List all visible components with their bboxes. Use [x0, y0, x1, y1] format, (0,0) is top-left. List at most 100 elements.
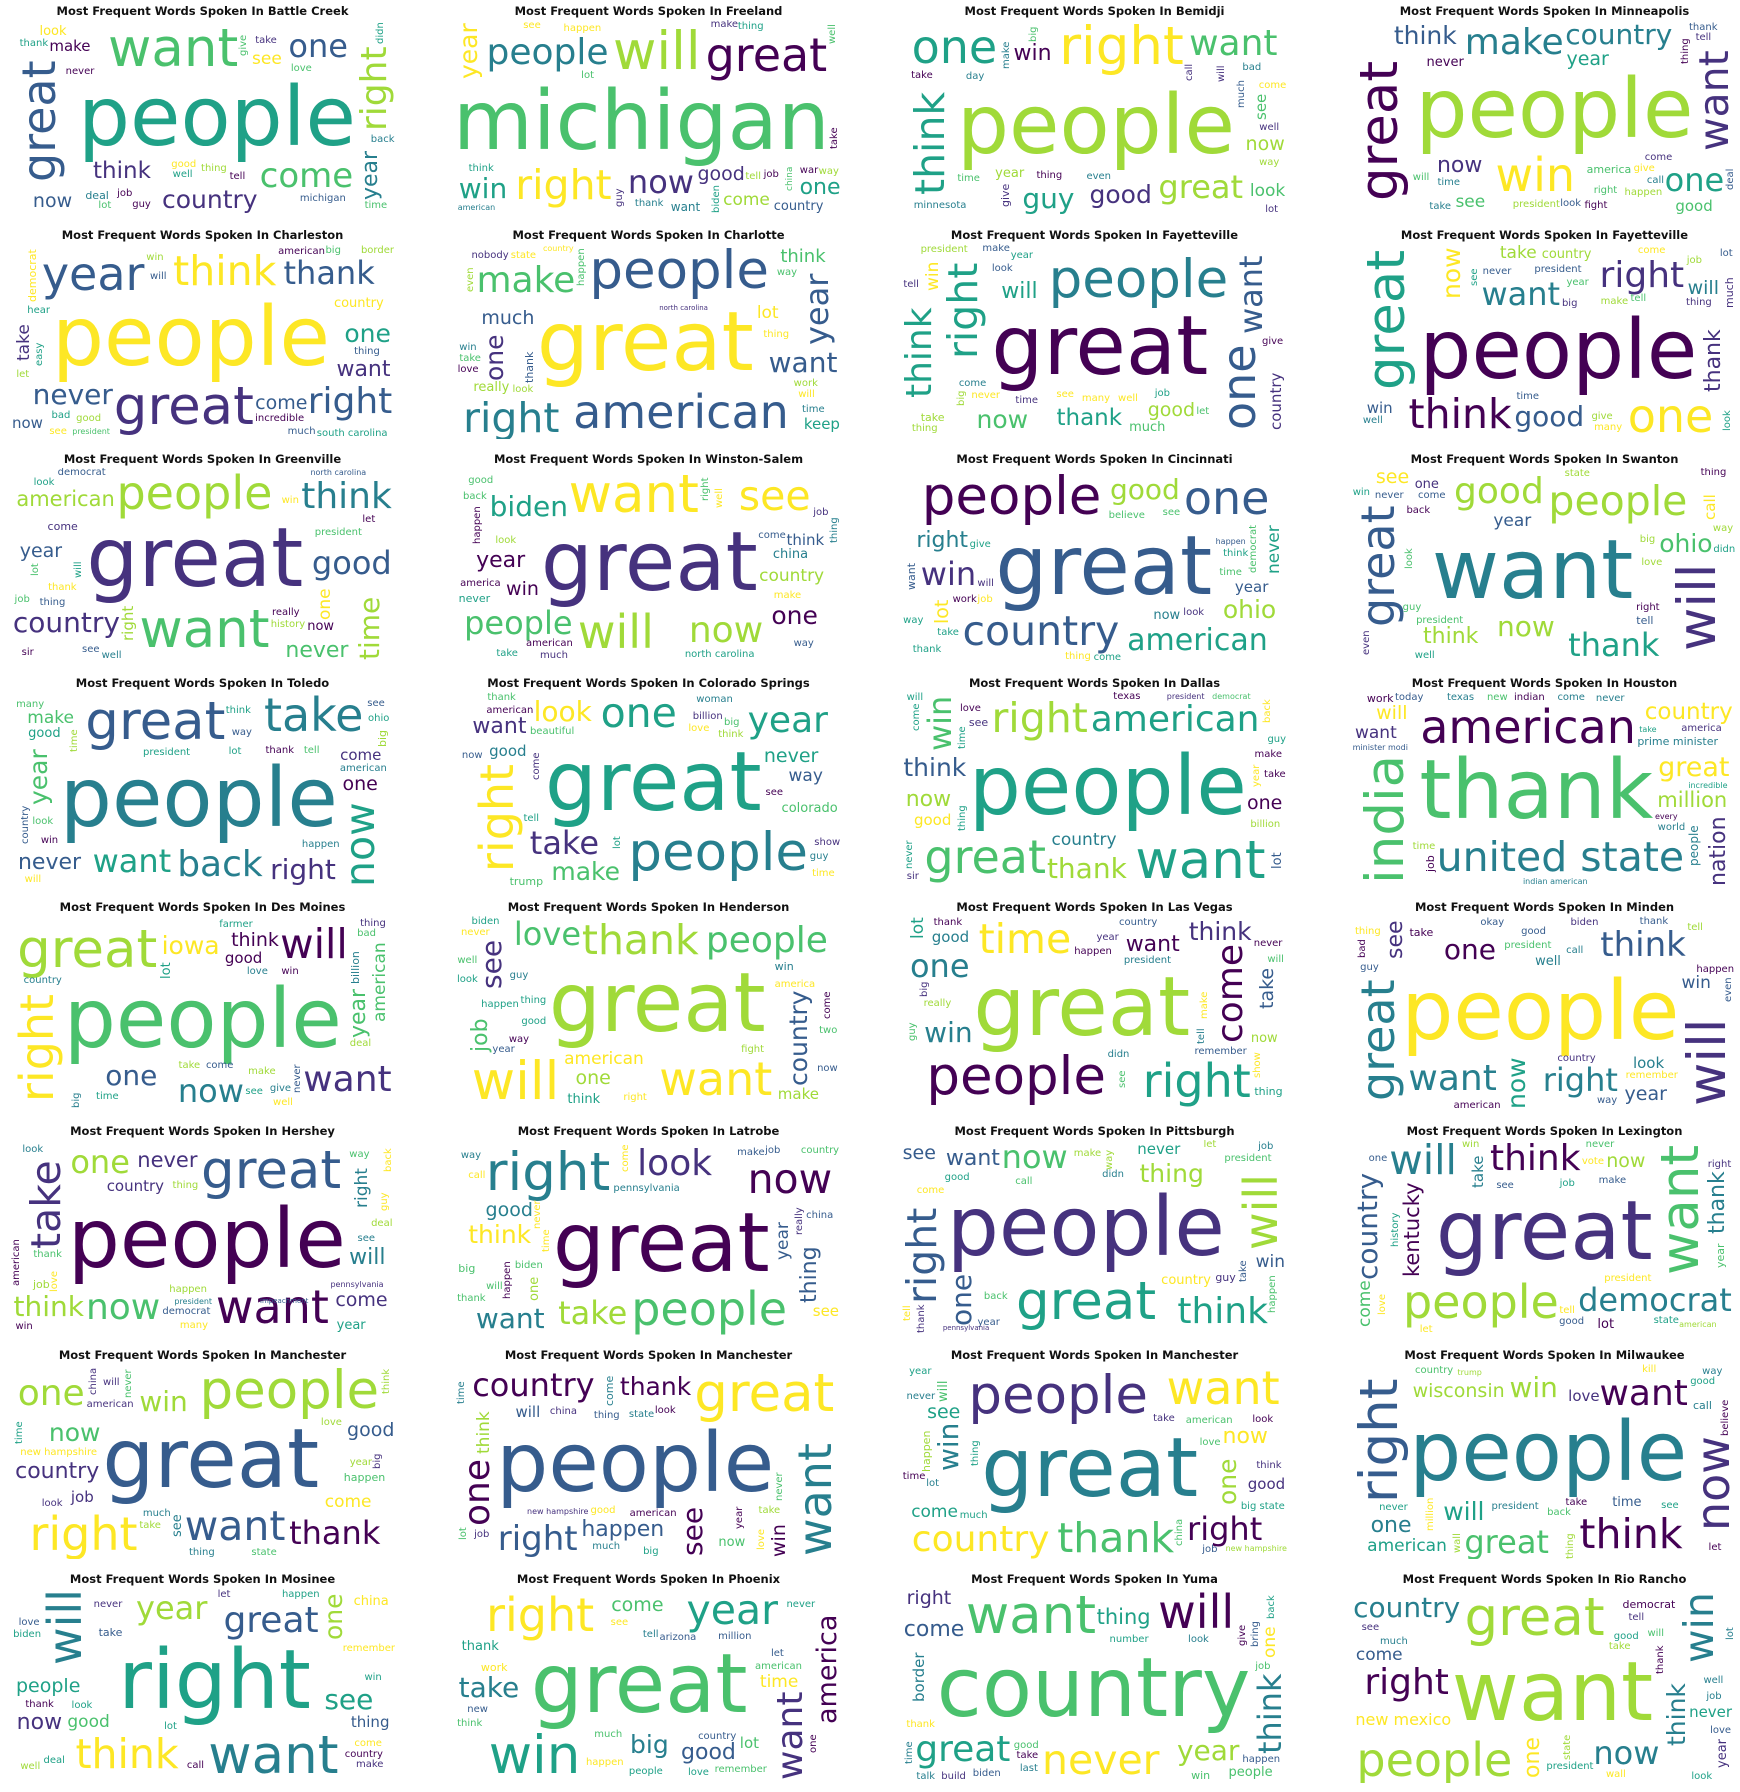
- cloud-word: win: [921, 695, 960, 751]
- word-cloud: great people right time come one win think want t…: [902, 916, 1287, 1111]
- cloud-word: win: [1509, 1371, 1558, 1405]
- cloud-word: fight: [741, 1043, 765, 1055]
- word-cloud: great people right want one thank win now countr…: [10, 1364, 395, 1559]
- cloud-word: win: [920, 554, 977, 593]
- cloud-word: right: [916, 527, 969, 553]
- cloud-word: people: [968, 1365, 1148, 1427]
- cloud-word: farmer: [219, 918, 253, 930]
- cloud-word: good: [67, 1712, 110, 1732]
- cloud-word: right: [10, 994, 64, 1103]
- cloud-word: think: [93, 157, 151, 184]
- cloud-word: think: [780, 246, 826, 268]
- cloud-word: right: [938, 262, 987, 360]
- cloud-word: south carolina: [316, 427, 388, 439]
- word-cloud: people great want take now one think never will c…: [10, 1140, 395, 1335]
- cloud-word: time: [1612, 1494, 1642, 1510]
- cloud-word: america: [811, 1614, 841, 1725]
- cloud-word: call: [1700, 494, 1719, 521]
- cloud-word: will: [1676, 1018, 1737, 1107]
- cloud-word: will: [150, 271, 167, 283]
- cloud-word: well: [1703, 1675, 1724, 1687]
- cloud-word: want: [945, 1146, 1000, 1172]
- cloud-word: country: [1541, 246, 1592, 262]
- cloud-word: will: [1443, 1496, 1485, 1526]
- cloud-word: thank: [1056, 405, 1123, 432]
- cloud-word: look: [991, 263, 1013, 275]
- cloud-word: now: [905, 787, 952, 813]
- wordcloud-panel: Most Frequent Words Spoken In Manchester…: [897, 1346, 1292, 1561]
- cloud-word: will: [471, 1051, 560, 1111]
- cloud-word: thing: [828, 517, 840, 543]
- cloud-word: great: [1464, 1523, 1549, 1559]
- cloud-word: many: [16, 698, 45, 710]
- cloud-word: now: [1685, 1436, 1737, 1532]
- cloud-word: win: [1366, 398, 1393, 417]
- cloud-word: now: [1501, 1057, 1531, 1109]
- cloud-word: good: [28, 726, 61, 742]
- cloud-word: look: [495, 535, 517, 547]
- cloud-word: right: [623, 1092, 647, 1104]
- cloud-word: tell: [642, 1629, 659, 1641]
- cloud-word: back: [983, 1290, 1008, 1302]
- cloud-word: country: [1352, 1172, 1384, 1280]
- cloud-word: american: [573, 384, 789, 439]
- cloud-word: much: [142, 1508, 171, 1520]
- cloud-word: think: [1188, 916, 1252, 946]
- cloud-word: think: [1393, 20, 1457, 50]
- cloud-word: will: [1233, 1173, 1287, 1250]
- cloud-word: take: [263, 692, 364, 743]
- cloud-word: biden: [972, 1768, 1001, 1780]
- cloud-word: will: [906, 692, 924, 703]
- cloud-word: think: [1661, 1683, 1691, 1747]
- cloud-word: never: [1263, 525, 1284, 574]
- cloud-word: think: [301, 476, 392, 518]
- cloud-word: country: [344, 1748, 383, 1760]
- cloud-word: good: [76, 413, 102, 425]
- cloud-word: well: [20, 1761, 41, 1773]
- cloud-word: make: [773, 590, 802, 602]
- cloud-word: people: [116, 468, 273, 520]
- panel-title: Most Frequent Words Spoken In Cincinnati: [956, 452, 1233, 466]
- cloud-word: china: [806, 1209, 834, 1221]
- cloud-word: year: [995, 166, 1025, 182]
- cloud-word: one: [288, 26, 348, 65]
- cloud-word: great: [544, 735, 762, 831]
- cloud-word: way: [1259, 157, 1280, 169]
- cloud-word: people: [1548, 477, 1688, 526]
- cloud-word: okay: [1480, 916, 1505, 928]
- cloud-word: thing: [39, 596, 66, 608]
- cloud-word: think: [906, 91, 955, 195]
- cloud-word: big: [1639, 534, 1656, 546]
- cloud-word: right: [1187, 1509, 1263, 1548]
- cloud-word: thank: [283, 254, 375, 293]
- cloud-word: year: [349, 1456, 373, 1468]
- cloud-word: now: [976, 405, 1029, 435]
- cloud-word: president: [1546, 1760, 1594, 1772]
- cloud-word: job: [1686, 254, 1702, 266]
- cloud-word: american: [526, 638, 573, 650]
- cloud-word: tell: [1636, 614, 1654, 628]
- cloud-word: want: [1166, 1364, 1280, 1416]
- cloud-word: great: [113, 375, 254, 437]
- cloud-word: people: [77, 70, 356, 166]
- cloud-word: right: [307, 381, 393, 423]
- cloud-word: country: [472, 1366, 595, 1405]
- cloud-word: thing: [201, 162, 227, 174]
- cloud-word: thing: [1096, 1605, 1151, 1630]
- cloud-word: job: [765, 1145, 781, 1157]
- cloud-word: well: [1118, 392, 1138, 404]
- cloud-word: now: [1250, 1031, 1278, 1047]
- cloud-word: take: [529, 824, 599, 863]
- cloud-word: tell: [1630, 292, 1647, 304]
- cloud-word: country: [800, 1144, 840, 1156]
- cloud-word: love: [1710, 1724, 1732, 1736]
- cloud-word: let: [362, 514, 376, 526]
- cloud-word: time: [957, 726, 969, 750]
- cloud-word: thank: [523, 351, 537, 383]
- cloud-word: right: [463, 393, 560, 439]
- cloud-word: right: [270, 853, 336, 887]
- cloud-word: indian american: [1522, 877, 1588, 887]
- panel-title: Most Frequent Words Spoken In Winston-Sa…: [493, 452, 804, 466]
- cloud-word: big: [955, 390, 967, 407]
- panel-title: Most Frequent Words Spoken In Battle Cre…: [56, 4, 349, 18]
